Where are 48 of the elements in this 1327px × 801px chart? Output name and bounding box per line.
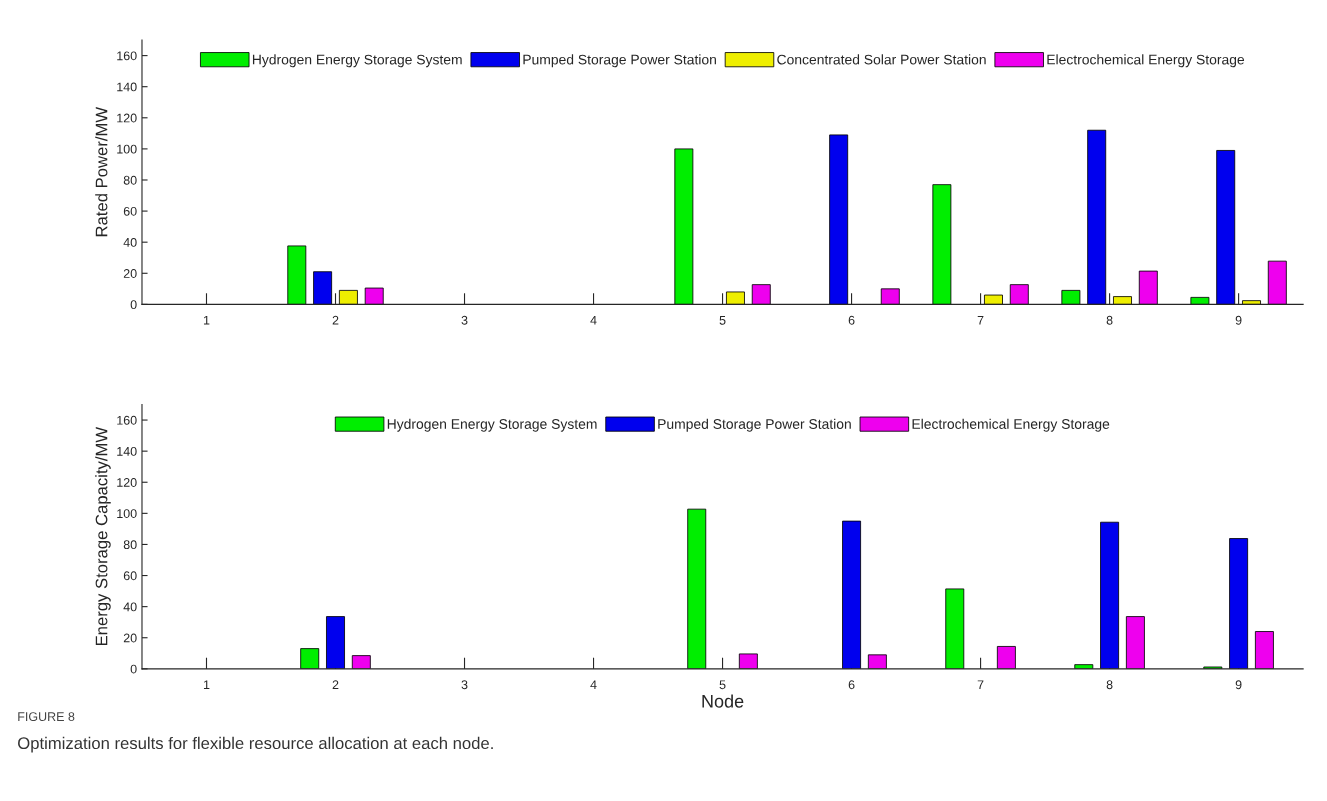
y-tick-label: 80 [123, 175, 137, 185]
legend-label: Electrochemical Energy Storage [1047, 54, 1245, 68]
y-tick-label: 140 [117, 446, 137, 456]
y-tick-label: 20 [123, 269, 137, 278]
y-tick-label: 120 [117, 478, 137, 487]
x-tick-label: 9 [1235, 315, 1242, 325]
y-tick-label: 80 [123, 540, 137, 550]
y-tick-label: 100 [117, 144, 137, 154]
x-tick-label: 4 [590, 315, 597, 325]
y-tick-label: 60 [123, 206, 137, 216]
y-tick-label: 0 [130, 664, 137, 674]
y-axis-title: Rated Power/MW [95, 106, 108, 237]
y-tick-label: 140 [117, 82, 137, 92]
y-tick-label: 40 [123, 602, 137, 612]
x-tick-label: 5 [719, 315, 726, 325]
x-tick-label: 3 [461, 315, 468, 325]
x-tick-label: 8 [1106, 680, 1113, 690]
y-tick-label: 160 [117, 51, 137, 61]
x-tick-label: 3 [461, 680, 468, 690]
caption: FIGURE 8 [18, 712, 75, 722]
y-tick-label: 100 [117, 509, 137, 518]
x-tick-label: 2 [332, 315, 339, 325]
y-tick-label: 60 [123, 571, 137, 581]
legend-label: Concentrated Solar Power Station [777, 54, 986, 65]
text: Optimization results for flexible resource allocation at each node. [18, 736, 493, 753]
x-tick-label: 5 [719, 680, 726, 690]
y-tick-label: 20 [123, 633, 137, 643]
x-tick-label: 9 [1235, 680, 1242, 690]
x-axis-title: Node [702, 694, 744, 708]
x-tick-label: 6 [848, 315, 855, 325]
legend-label: Pumped Storage Power Station [523, 54, 716, 68]
y-tick-label: 0 [130, 300, 137, 310]
x-tick-label: 1 [203, 680, 210, 689]
legend-label: Electrochemical Energy Storage [912, 418, 1110, 432]
x-tick-label: 6 [848, 680, 855, 690]
legend-label: Pumped Storage Power Station [658, 418, 851, 432]
y-axis-title: Energy Storage Capacity/MW [95, 426, 111, 646]
y-tick-label: 160 [117, 415, 137, 425]
x-tick-label: 8 [1106, 315, 1113, 325]
y-tick-label: 120 [117, 113, 137, 123]
x-tick-label: 1 [203, 315, 210, 325]
x-tick-label: 4 [590, 680, 597, 689]
y-tick-label: 40 [123, 237, 137, 247]
legend-label: Hydrogen Energy Storage System [252, 54, 462, 68]
legend-label: Hydrogen Energy Storage System [387, 418, 597, 432]
x-tick-label: 7 [977, 680, 984, 689]
x-tick-label: 7 [977, 315, 984, 325]
x-tick-label: 2 [332, 680, 339, 689]
